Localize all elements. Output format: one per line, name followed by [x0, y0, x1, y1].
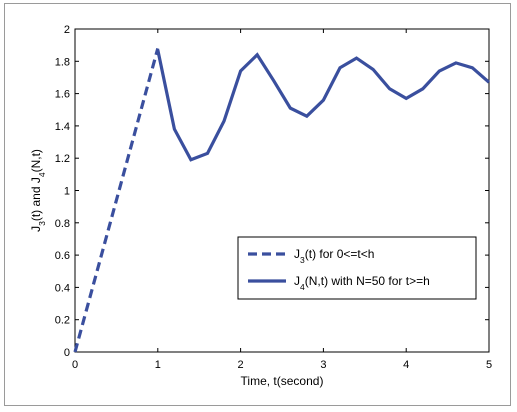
- y-tick-label: 0.4: [55, 282, 70, 294]
- y-tick-label: 1.4: [55, 121, 70, 133]
- y-axis-label: J3(t) and J4(N,t): [29, 149, 47, 232]
- y-tick-label: 2: [64, 24, 70, 36]
- x-axis-label: Time, t(second): [241, 374, 324, 388]
- x-tick-label: 5: [486, 359, 492, 371]
- x-tick-label: 0: [72, 359, 78, 371]
- legend-label-j3: J3(t) for 0<=t<h: [294, 247, 374, 265]
- y-tick-label: 1: [64, 186, 70, 198]
- series-line-j3: [73, 47, 160, 353]
- x-tick-label: 1: [155, 359, 161, 371]
- y-tick-label: 1.2: [55, 153, 70, 165]
- y-tick-label: 1.8: [55, 56, 70, 68]
- series-line-j4: [156, 49, 491, 162]
- y-tick-label: 0.8: [55, 218, 70, 230]
- legend-box: [237, 236, 477, 300]
- y-tick-label: 0.2: [55, 315, 70, 327]
- legend-label-j4: J4(N,t) with N=50 for t>=h: [294, 274, 430, 292]
- x-tick-label: 4: [403, 359, 409, 371]
- y-tick-label: 1.6: [55, 89, 70, 101]
- x-tick-label: 3: [320, 359, 326, 371]
- x-tick-label: 2: [238, 359, 244, 371]
- y-tick-label: 0.6: [55, 250, 70, 262]
- plot-area-frame: [74, 28, 490, 353]
- y-tick-label: 0: [64, 347, 70, 359]
